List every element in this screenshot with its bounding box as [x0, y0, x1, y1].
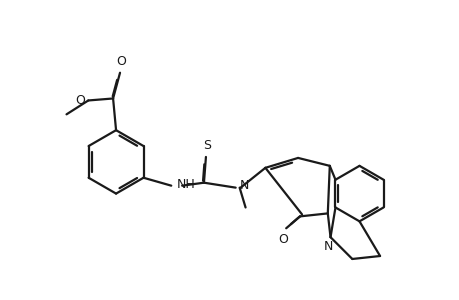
Text: S: S [202, 139, 211, 152]
Text: N: N [239, 179, 248, 192]
Text: O: O [75, 94, 85, 107]
Text: NH: NH [177, 178, 196, 191]
Text: O: O [278, 233, 287, 246]
Text: O: O [116, 55, 126, 68]
Text: N: N [323, 240, 332, 253]
